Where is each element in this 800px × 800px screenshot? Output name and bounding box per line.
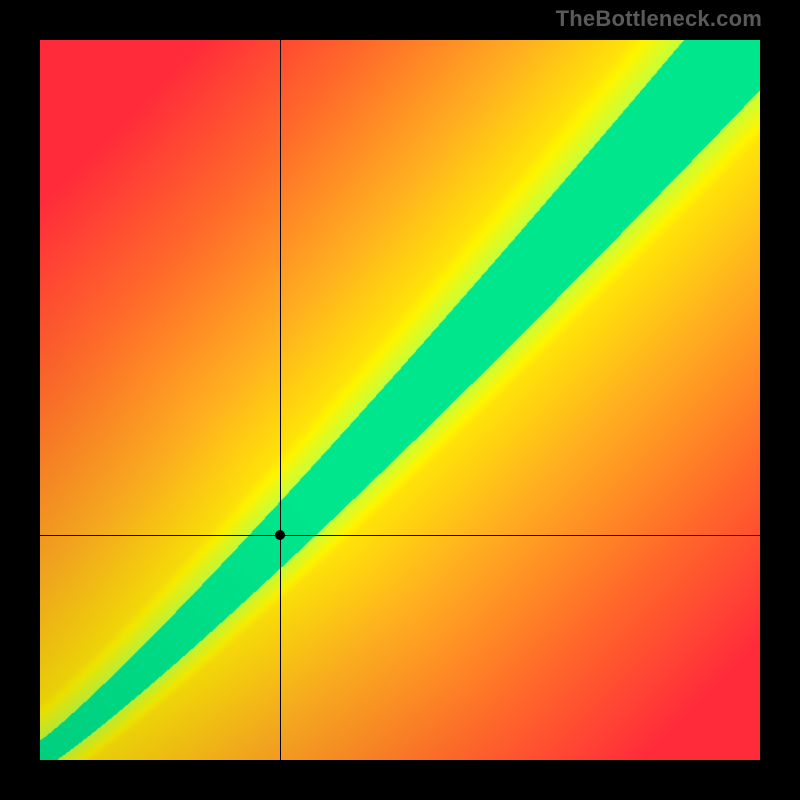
chart-frame: TheBottleneck.com [0,0,800,800]
marker-point [275,530,285,540]
heatmap-canvas [40,40,760,760]
crosshair-vertical [280,40,281,760]
plot-area [40,40,760,760]
crosshair-horizontal [40,535,760,536]
watermark-label: TheBottleneck.com [556,6,762,32]
